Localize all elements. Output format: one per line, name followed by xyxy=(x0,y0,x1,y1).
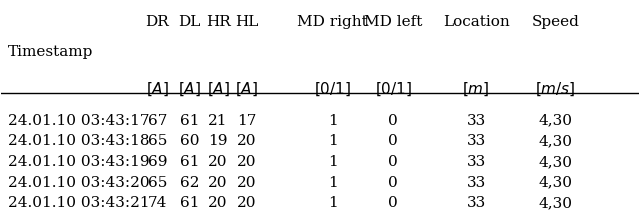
Text: DR: DR xyxy=(146,15,170,29)
Text: 17: 17 xyxy=(237,114,257,128)
Text: $[0/1]$: $[0/1]$ xyxy=(314,80,351,98)
Text: 24.01.10 03:43:17: 24.01.10 03:43:17 xyxy=(8,114,149,128)
Text: 60: 60 xyxy=(180,134,199,148)
Text: 19: 19 xyxy=(208,134,228,148)
Text: 20: 20 xyxy=(237,155,257,169)
Text: 65: 65 xyxy=(148,176,167,190)
Text: 67: 67 xyxy=(148,114,167,128)
Text: 61: 61 xyxy=(180,155,199,169)
Text: MD right: MD right xyxy=(298,15,368,29)
Text: HL: HL xyxy=(235,15,259,29)
Text: 0: 0 xyxy=(388,176,398,190)
Text: 4,30: 4,30 xyxy=(539,134,573,148)
Text: DL: DL xyxy=(178,15,200,29)
Text: Timestamp: Timestamp xyxy=(8,45,93,59)
Text: $[A]$: $[A]$ xyxy=(207,80,230,98)
Text: 1: 1 xyxy=(328,155,338,169)
Text: 20: 20 xyxy=(237,134,257,148)
Text: 24.01.10 03:43:20: 24.01.10 03:43:20 xyxy=(8,176,149,190)
Text: 0: 0 xyxy=(388,155,398,169)
Text: $[A]$: $[A]$ xyxy=(178,80,201,98)
Text: 1: 1 xyxy=(328,176,338,190)
Text: 20: 20 xyxy=(237,176,257,190)
Text: 24.01.10 03:43:21: 24.01.10 03:43:21 xyxy=(8,196,149,210)
Text: 33: 33 xyxy=(467,134,486,148)
Text: 33: 33 xyxy=(467,114,486,128)
Text: Speed: Speed xyxy=(532,15,580,29)
Text: 4,30: 4,30 xyxy=(539,196,573,210)
Text: 4,30: 4,30 xyxy=(539,155,573,169)
Text: 33: 33 xyxy=(467,176,486,190)
Text: 0: 0 xyxy=(388,196,398,210)
Text: 4,30: 4,30 xyxy=(539,114,573,128)
Text: 24.01.10 03:43:18: 24.01.10 03:43:18 xyxy=(8,134,149,148)
Text: 61: 61 xyxy=(180,114,199,128)
Text: 33: 33 xyxy=(467,196,486,210)
Text: Location: Location xyxy=(443,15,509,29)
Text: 20: 20 xyxy=(208,176,228,190)
Text: $[m/s]$: $[m/s]$ xyxy=(536,80,576,98)
Text: MD left: MD left xyxy=(364,15,422,29)
Text: $[m]$: $[m]$ xyxy=(462,80,490,98)
Text: 21: 21 xyxy=(208,114,228,128)
Text: $[A]$: $[A]$ xyxy=(146,80,169,98)
Text: 0: 0 xyxy=(388,114,398,128)
Text: 1: 1 xyxy=(328,196,338,210)
Text: 74: 74 xyxy=(148,196,167,210)
Text: 33: 33 xyxy=(467,155,486,169)
Text: HR: HR xyxy=(205,15,230,29)
Text: 24.01.10 03:43:19: 24.01.10 03:43:19 xyxy=(8,155,149,169)
Text: 20: 20 xyxy=(208,155,228,169)
Text: 4,30: 4,30 xyxy=(539,176,573,190)
Text: $[A]$: $[A]$ xyxy=(235,80,259,98)
Text: 69: 69 xyxy=(148,155,167,169)
Text: 20: 20 xyxy=(208,196,228,210)
Text: 62: 62 xyxy=(180,176,199,190)
Text: 1: 1 xyxy=(328,114,338,128)
Text: 20: 20 xyxy=(237,196,257,210)
Text: 1: 1 xyxy=(328,134,338,148)
Text: 0: 0 xyxy=(388,134,398,148)
Text: 65: 65 xyxy=(148,134,167,148)
Text: $[0/1]$: $[0/1]$ xyxy=(374,80,412,98)
Text: 61: 61 xyxy=(180,196,199,210)
